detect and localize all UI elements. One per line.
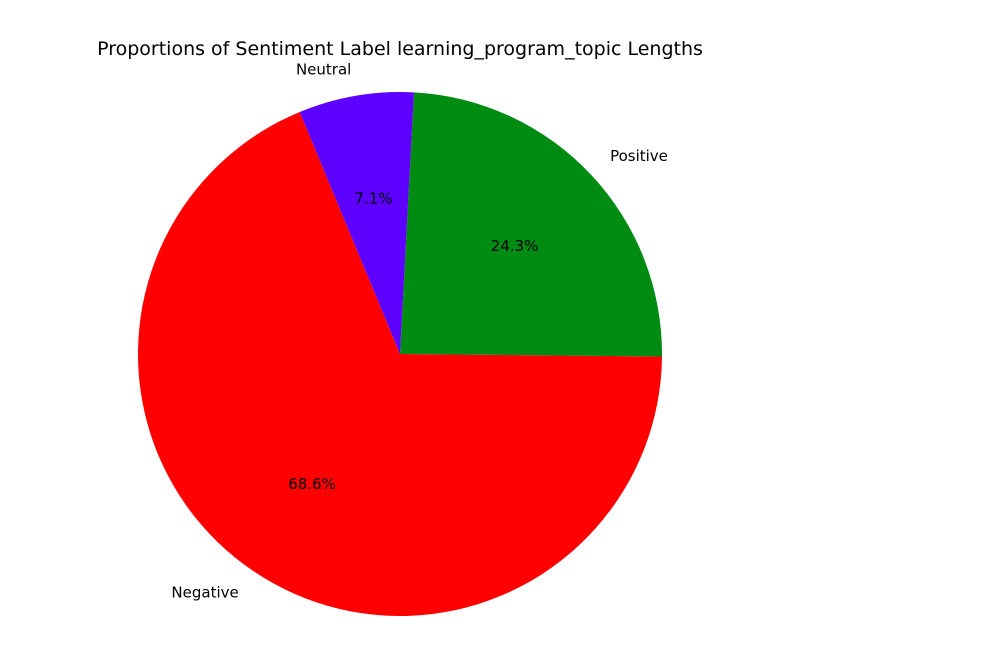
slice-label-negative: Negative (171, 583, 238, 601)
pie-slices (137, 92, 662, 617)
slice-pct-label-neutral: 7.1% (354, 190, 392, 208)
slice-pct-label-positive: 24.3% (491, 237, 539, 255)
chart-title: Proportions of Sentiment Label learning_… (97, 38, 703, 60)
pie-slice-negative (137, 111, 662, 617)
slice-label-neutral: Neutral (296, 60, 351, 78)
slice-label-positive: Positive (610, 147, 668, 165)
slice-pct-label-negative: 68.6% (288, 475, 336, 493)
pie-labels: Negative 68.6% Positive 24.3% Neutral 7.1% (171, 60, 667, 601)
pie-slice-neutral (299, 92, 414, 354)
pie-slice-positive (400, 92, 662, 357)
